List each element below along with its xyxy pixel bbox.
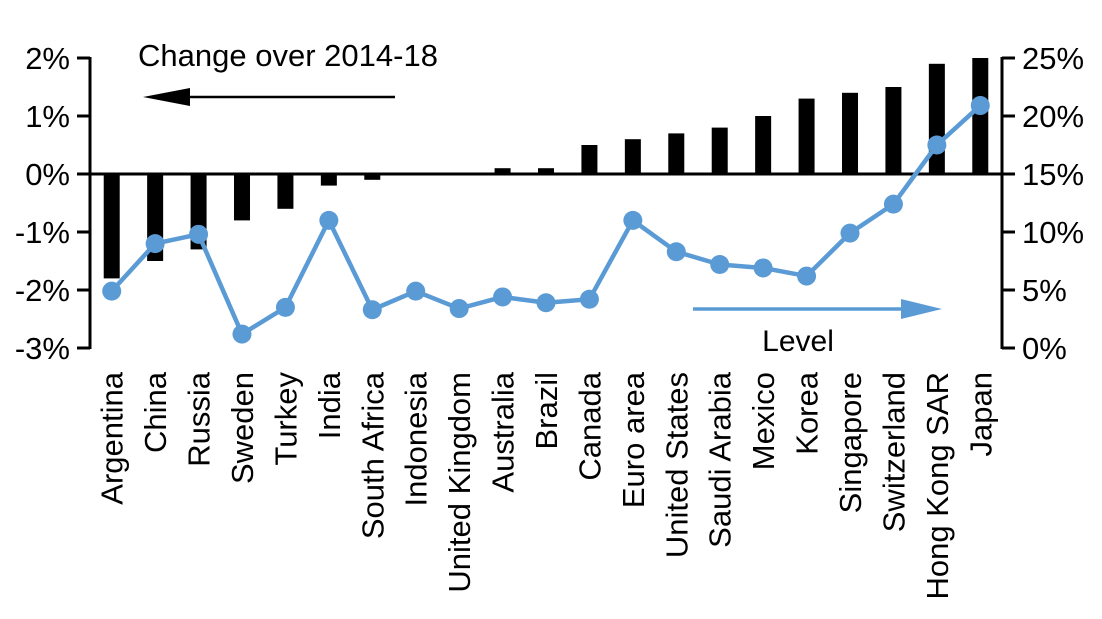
- level-marker: [189, 224, 209, 244]
- category-label: China: [138, 371, 173, 453]
- change-bar: [711, 127, 728, 174]
- left-axis-tick-label: -2%: [15, 273, 70, 308]
- change-bar: [234, 174, 250, 221]
- category-label: Canada: [572, 371, 607, 480]
- level-marker: [406, 281, 426, 301]
- level-marker: [232, 324, 252, 344]
- level-marker: [449, 299, 469, 319]
- category-label: Russia: [182, 371, 217, 467]
- change-bar: [277, 174, 294, 209]
- change-bar: [581, 145, 598, 174]
- level-marker: [319, 210, 339, 230]
- category-label: Mexico: [746, 372, 781, 470]
- level-marker: [362, 300, 382, 320]
- category-label: Saudi Arabia: [703, 371, 738, 548]
- change-bar: [494, 168, 511, 174]
- level-marker: [493, 287, 513, 307]
- right-axis-tick-label: 20%: [1022, 99, 1084, 134]
- right-axis-tick-label: 10%: [1022, 215, 1084, 250]
- category-label: Euro area: [616, 371, 651, 508]
- category-label: Turkey: [268, 372, 303, 466]
- category-label: Brazil: [529, 372, 564, 450]
- change-arrow-head-icon: [143, 88, 190, 106]
- right-axis-tick-label: 25%: [1022, 41, 1084, 76]
- left-axis-tick-label: 2%: [25, 41, 70, 76]
- left-axis-tick-label: 1%: [25, 99, 70, 134]
- level-marker: [666, 242, 686, 262]
- level-series-label: Level: [762, 325, 834, 358]
- level-marker: [797, 266, 817, 286]
- change-bar: [668, 133, 685, 174]
- level-marker: [623, 210, 643, 230]
- level-marker: [970, 96, 990, 116]
- level-marker: [840, 223, 860, 243]
- level-marker: [145, 234, 165, 254]
- level-arrow-head-icon: [901, 299, 942, 319]
- category-label: Korea: [790, 371, 825, 454]
- level-marker: [536, 293, 556, 313]
- category-label: Sweden: [225, 372, 260, 484]
- change-bar: [624, 139, 641, 174]
- level-line-series: [102, 96, 990, 344]
- category-label: Indonesia: [399, 371, 434, 506]
- level-marker: [579, 289, 599, 309]
- category-label: Switzerland: [876, 372, 911, 532]
- change-bar: [972, 58, 989, 174]
- category-label: Hong Kong SAR: [920, 372, 955, 599]
- change-arrow: [143, 88, 395, 106]
- category-label: Japan: [963, 372, 998, 456]
- category-label: South Africa: [355, 371, 390, 539]
- left-axis-tick-label: -3%: [15, 331, 70, 366]
- category-label: United Kingdom: [442, 372, 477, 593]
- category-label: Singapore: [833, 372, 868, 513]
- right-axis-tick-label: 0%: [1022, 331, 1067, 366]
- change-bar: [103, 174, 120, 279]
- right-axis-tick-label: 15%: [1022, 157, 1084, 192]
- category-label: India: [312, 371, 347, 439]
- change-bar: [755, 116, 772, 174]
- right-axis-tick-label: 5%: [1022, 273, 1067, 308]
- chart-title: Change over 2014-18: [138, 38, 438, 73]
- left-axis-tick-label: -1%: [15, 215, 70, 250]
- change-bar: [538, 168, 554, 174]
- level-arrow: [693, 299, 942, 319]
- level-marker: [927, 135, 947, 155]
- category-labels: Argentina China Russia Sweden Turkey India Sou…: [95, 371, 999, 599]
- level-marker: [753, 258, 773, 278]
- change-bar: [842, 92, 858, 174]
- category-label: Argentina: [95, 371, 130, 504]
- level-marker: [102, 281, 122, 301]
- level-marker: [710, 254, 730, 274]
- level-marker: [275, 297, 295, 317]
- change-bar: [798, 98, 815, 174]
- level-marker: [883, 194, 903, 214]
- left-axis-tick-label: 0%: [25, 157, 70, 192]
- change-bars: [103, 58, 989, 279]
- axes: 2% 1% 0% -1% -2% -3% 25% 20% 15% 10% 5% 0%: [15, 41, 1084, 366]
- category-label: Australia: [486, 371, 521, 492]
- change-bar: [885, 87, 902, 174]
- category-label: United States: [659, 372, 694, 558]
- change-bar: [364, 174, 381, 180]
- change-bar: [928, 63, 945, 174]
- change-bar: [320, 174, 337, 186]
